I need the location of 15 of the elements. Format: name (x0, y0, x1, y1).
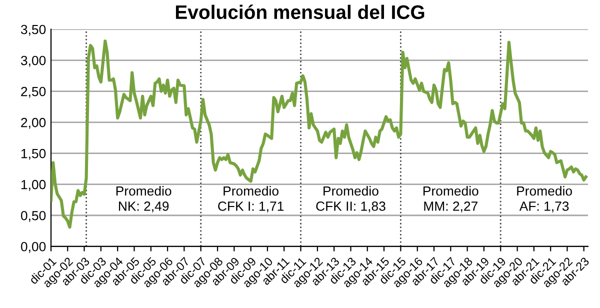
annotation: Promedio CFK I: 1,71 (218, 186, 284, 212)
annotation: Promedio CFK II: 1,83 (316, 186, 386, 212)
y-tick-label: 0,00 (20, 242, 46, 253)
annotation: Promedio NK: 2,49 (116, 186, 172, 212)
y-tick-label: 2,50 (21, 86, 46, 98)
y-tick-label: 1,50 (21, 148, 46, 160)
chart-title: Evolución mensual del ICG (176, 4, 424, 20)
line-series (51, 40, 588, 229)
y-tick-label: 3,50 (20, 24, 46, 36)
y-tick-label: 0,50 (20, 210, 46, 222)
annotation: Promedio MM: 2,27 (423, 186, 478, 212)
annotation: Promedio AF: 1,73 (517, 186, 572, 212)
y-tick-label: 2,00 (21, 118, 46, 129)
y-tick-label: 3,00 (20, 56, 46, 67)
y-tick-label: 1,00 (21, 180, 46, 191)
